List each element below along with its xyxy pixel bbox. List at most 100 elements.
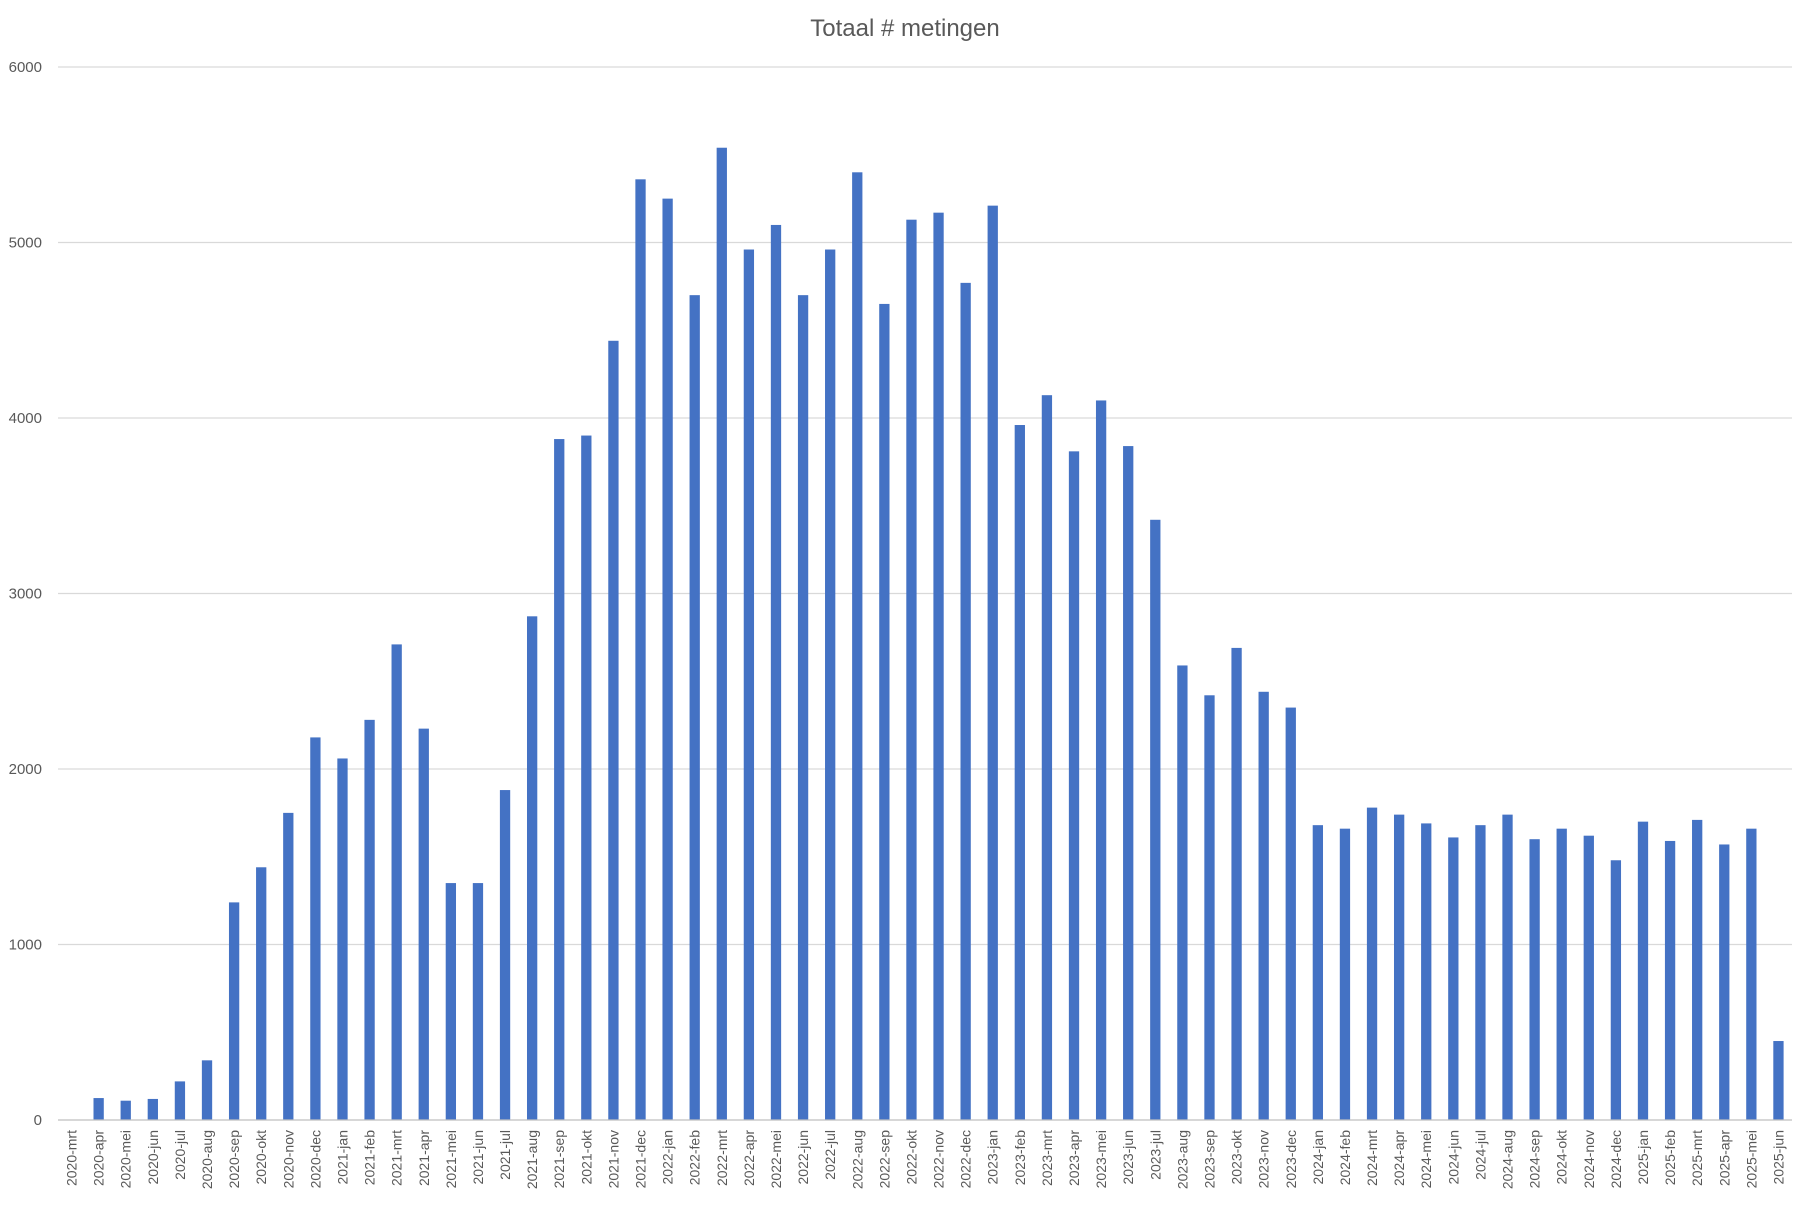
x-tick-label: 2023-jan (985, 1130, 1001, 1185)
bar (662, 198, 673, 1120)
bar (1312, 825, 1324, 1120)
x-tick-label: 2020-dec (307, 1130, 323, 1188)
x-tick-label: 2024-feb (1337, 1130, 1353, 1185)
chart-title: Totaal # metingen (810, 15, 999, 42)
bar (1366, 807, 1378, 1120)
x-tick-label: 2025-jan (1635, 1130, 1651, 1185)
bar (93, 1098, 104, 1120)
bar (499, 790, 511, 1120)
x-tick-label: 2023-apr (1066, 1130, 1082, 1186)
bar (445, 883, 457, 1120)
bar (987, 205, 998, 1120)
bar (1123, 446, 1134, 1121)
bar (1448, 837, 1459, 1120)
bar (608, 340, 619, 1120)
x-tick-label: 2021-jan (334, 1130, 350, 1185)
x-tick-label: 2020-sep (226, 1130, 242, 1189)
bar (797, 295, 809, 1120)
bar (1095, 400, 1107, 1120)
x-tick-label: 2023-aug (1174, 1130, 1190, 1189)
x-tick-label: 2022-mrt (714, 1130, 730, 1186)
x-tick-label: 2024-jul (1472, 1130, 1488, 1180)
x-tick-label: 2023-jul (1147, 1130, 1163, 1180)
bar (337, 758, 348, 1120)
x-tick-label: 2021-jul (497, 1130, 513, 1180)
x-tick-label: 2022-mei (768, 1130, 784, 1188)
bar (147, 1098, 158, 1120)
x-tick-label: 2022-apr (741, 1130, 757, 1186)
bar (418, 728, 429, 1120)
bar (1204, 695, 1215, 1120)
bar (689, 295, 700, 1120)
x-tick-label: 2020-aug (199, 1130, 215, 1189)
x-tick-label: 2023-okt (1229, 1130, 1245, 1185)
x-tick-label: 2021-sep (551, 1130, 567, 1189)
bar (635, 179, 646, 1120)
bar (1421, 823, 1432, 1120)
x-tick-label: 2025-jun (1770, 1130, 1786, 1185)
x-tick-label: 2022-jul (822, 1130, 838, 1180)
x-tick-label: 2021-mei (443, 1130, 459, 1188)
bar (256, 867, 267, 1120)
bar (472, 883, 484, 1120)
x-tick-label: 2024-jun (1445, 1130, 1461, 1185)
x-tick-label: 2023-mrt (1039, 1130, 1055, 1186)
bar (1041, 395, 1053, 1120)
x-tick-label: 2022-feb (687, 1130, 703, 1185)
bar (1475, 825, 1486, 1120)
x-tick-label: 2020-apr (91, 1130, 107, 1186)
x-tick-label: 2020-mrt (64, 1130, 80, 1186)
y-axis-tick-labels: 0 1000 2000 3000 4000 5000 6000 (9, 59, 42, 1129)
x-tick-label: 2020-okt (253, 1130, 269, 1185)
bar (743, 249, 755, 1120)
y-tick-label: 5000 (9, 235, 42, 252)
bars (93, 147, 1784, 1121)
bar (310, 737, 321, 1120)
bar (1068, 451, 1080, 1121)
bar (228, 902, 240, 1120)
y-tick-label: 4000 (9, 410, 42, 427)
bar (1177, 665, 1188, 1120)
x-tick-label: 2022-dec (958, 1130, 974, 1188)
x-tick-label: 2022-aug (849, 1130, 865, 1189)
x-tick-label: 2022-jun (795, 1130, 811, 1185)
x-tick-label: 2021-nov (605, 1130, 621, 1188)
y-tick-label: 0 (34, 1112, 42, 1129)
y-tick-label: 3000 (9, 586, 42, 603)
y-tick-label: 1000 (9, 937, 42, 954)
x-tick-label: 2021-dec (633, 1130, 649, 1188)
x-tick-label: 2020-mei (118, 1130, 134, 1188)
x-tick-label: 2025-mrt (1689, 1130, 1705, 1186)
bar (1610, 860, 1622, 1120)
x-tick-label: 2024-mei (1418, 1130, 1434, 1188)
bar (1637, 821, 1649, 1120)
bar (120, 1100, 131, 1120)
bar (1285, 707, 1296, 1120)
bar (391, 644, 402, 1120)
bar (1664, 840, 1676, 1120)
bar (906, 219, 917, 1120)
x-tick-label: 2024-nov (1581, 1130, 1597, 1188)
x-tick-label: 2021-apr (416, 1130, 432, 1186)
bar (1556, 828, 1567, 1120)
x-tick-label: 2021-okt (578, 1130, 594, 1185)
x-tick-label: 2021-feb (362, 1130, 378, 1185)
x-tick-label: 2022-nov (931, 1130, 947, 1188)
bar (201, 1060, 213, 1120)
bar (879, 303, 890, 1120)
bar (1502, 814, 1513, 1120)
y-tick-label: 2000 (9, 761, 42, 778)
bar (1014, 425, 1025, 1120)
bar (825, 249, 836, 1120)
bar (1746, 828, 1757, 1120)
bar (1258, 691, 1269, 1120)
x-axis-tick-labels: 2020-mrt 2020-apr 2020-mei 2020-jun 2020-jul… (64, 1130, 1787, 1190)
x-tick-label: 2023-jun (1120, 1130, 1136, 1185)
bar (933, 212, 944, 1121)
bar (554, 439, 565, 1120)
x-tick-label: 2022-jan (660, 1130, 676, 1185)
bar (716, 147, 727, 1121)
x-tick-label: 2023-sep (1201, 1130, 1217, 1189)
